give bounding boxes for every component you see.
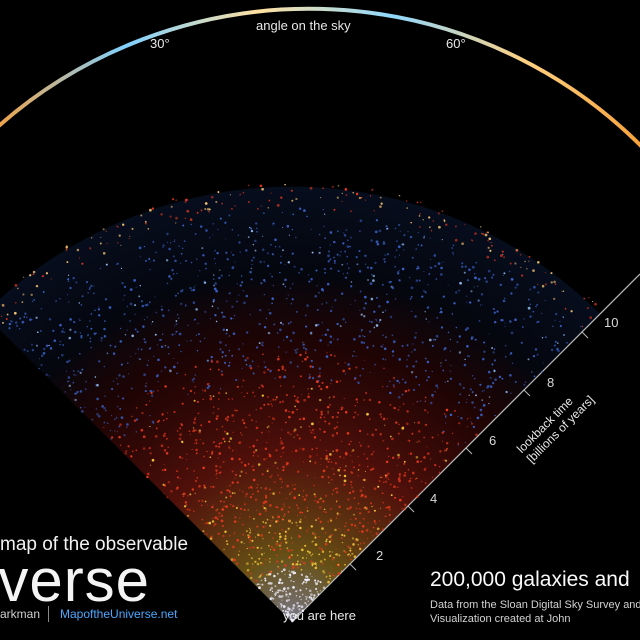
tick-mark-4 [407, 505, 415, 513]
tick-mark-2 [349, 563, 357, 571]
credit-divider [48, 606, 49, 622]
credit-link[interactable]: MapoftheUniverse.net [60, 607, 178, 621]
caption-headline: 200,000 galaxies and [430, 568, 630, 591]
sky-angle-arc [0, 6, 640, 148]
caption-line2: Visualization created at John [430, 613, 571, 625]
lookback-tick-4: 4 [430, 491, 438, 506]
lookback-tick-10: 10 [604, 315, 619, 330]
lookback-tick-8: 8 [547, 375, 555, 390]
origin-label: you are here [283, 608, 356, 623]
survey-wedge [0, 186, 600, 622]
galaxy-points [0, 183, 597, 623]
credit-name: arkman [0, 607, 41, 621]
lookback-tick-2: 2 [376, 548, 384, 563]
angle-label-30: 30° [150, 36, 170, 51]
tick-mark-10 [581, 331, 589, 339]
caption-line1: Data from the Sloan Digital Sky Survey a… [430, 599, 640, 611]
title-line1: map of the observable [0, 534, 189, 555]
angle-label-60: 60° [446, 36, 466, 51]
tick-mark-8 [523, 389, 531, 397]
sky-angle-axis-title: angle on the sky [256, 18, 351, 33]
tick-mark-6 [465, 447, 473, 455]
lookback-tick-6: 6 [489, 433, 497, 448]
title-line2: iverse [0, 547, 151, 614]
